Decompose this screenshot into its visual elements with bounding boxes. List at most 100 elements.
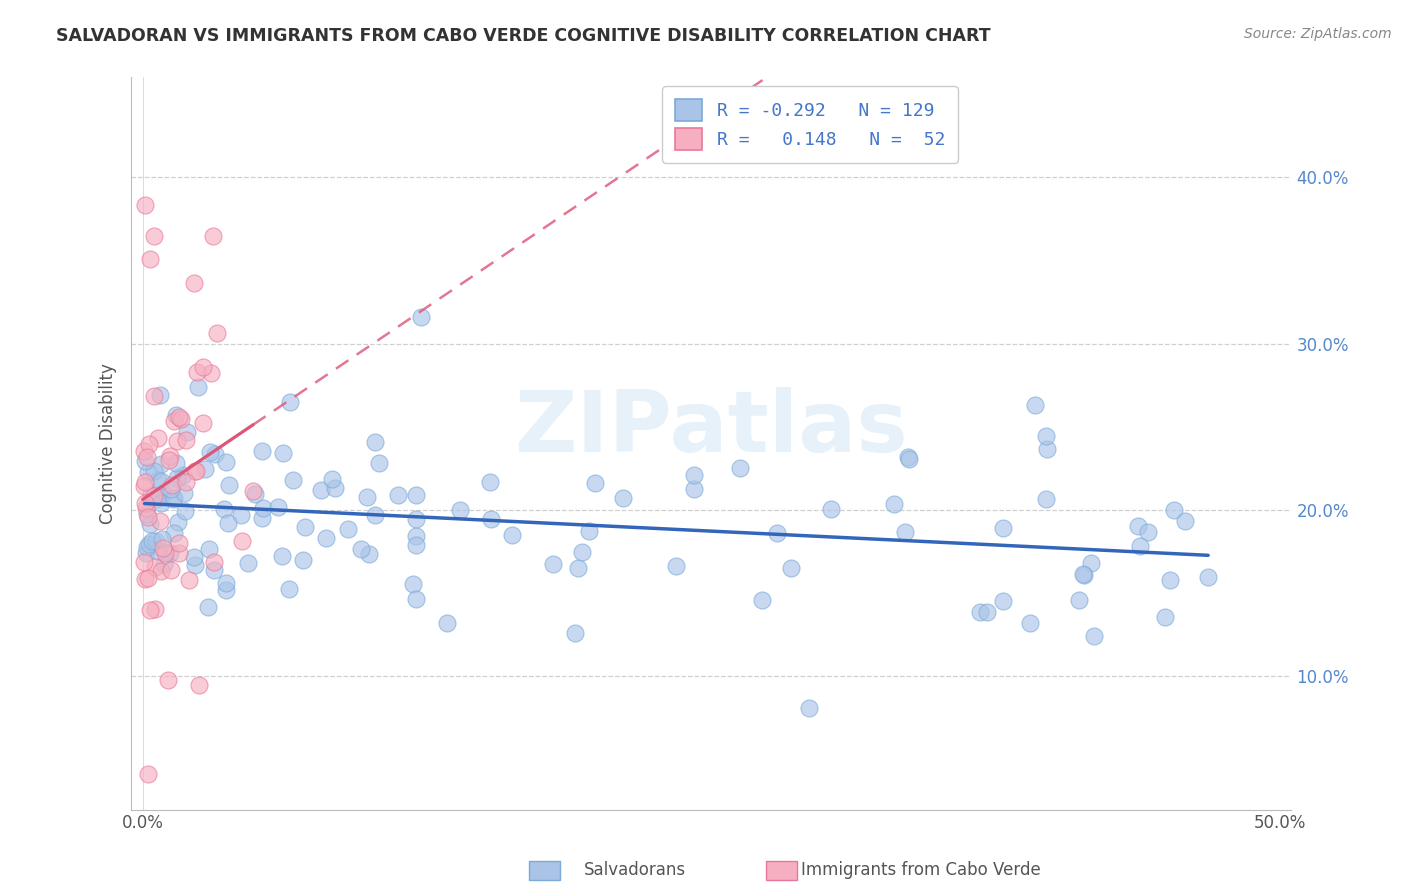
Point	[405, 538, 427, 552]
Point	[174, 433, 197, 447]
Point	[202, 563, 225, 577]
Point	[150, 564, 173, 578]
Point	[183, 277, 205, 291]
Y-axis label: Cognitive Disability: Cognitive Disability	[100, 363, 117, 524]
Text: SALVADORAN VS IMMIGRANTS FROM CABO VERDE COGNITIVE DISABILITY CORRELATION CHART: SALVADORAN VS IMMIGRANTS FROM CABO VERDE…	[56, 27, 991, 45]
Point	[139, 252, 162, 266]
Point	[883, 497, 905, 511]
Point	[405, 511, 427, 525]
Point	[139, 488, 162, 502]
Point	[567, 561, 589, 575]
Point	[1035, 491, 1057, 506]
Point	[252, 443, 274, 458]
Point	[146, 544, 169, 558]
Point	[728, 460, 751, 475]
Point	[1174, 514, 1197, 528]
Point	[157, 673, 180, 688]
Point	[218, 478, 240, 492]
Point	[215, 582, 238, 597]
Point	[897, 450, 920, 464]
Text: Salvadorans: Salvadorans	[583, 861, 686, 879]
Point	[969, 605, 991, 619]
Point	[252, 501, 274, 516]
Point	[207, 326, 229, 340]
Point	[1080, 556, 1102, 570]
Point	[281, 473, 304, 487]
Text: ZIPatlas: ZIPatlas	[515, 387, 908, 470]
Point	[1036, 442, 1059, 457]
Point	[402, 577, 425, 591]
Point	[294, 520, 316, 534]
Point	[215, 575, 238, 590]
Point	[1073, 568, 1095, 582]
Point	[149, 388, 172, 402]
Point	[136, 510, 159, 524]
Point	[159, 450, 181, 464]
Point	[405, 488, 427, 502]
Point	[145, 534, 167, 549]
Point	[134, 496, 156, 510]
Point	[134, 572, 156, 586]
Point	[976, 605, 998, 619]
Point	[174, 475, 197, 489]
Point	[193, 416, 215, 430]
Point	[217, 516, 239, 530]
Point	[323, 481, 346, 495]
Point	[197, 600, 219, 615]
Point	[187, 380, 209, 394]
Point	[751, 593, 773, 607]
Point	[136, 571, 159, 585]
Point	[194, 462, 217, 476]
Point	[143, 389, 166, 403]
Point	[202, 555, 225, 569]
Point	[683, 468, 706, 483]
Point	[165, 408, 187, 422]
Point	[172, 468, 194, 483]
Point	[411, 310, 433, 324]
Point	[405, 529, 427, 543]
Point	[143, 464, 166, 478]
Point	[184, 464, 207, 478]
Point	[149, 514, 172, 528]
Point	[143, 601, 166, 615]
Point	[134, 475, 156, 490]
Point	[159, 453, 181, 467]
Point	[1153, 610, 1175, 624]
Point	[583, 475, 606, 490]
Point	[479, 512, 502, 526]
Point	[138, 437, 160, 451]
Point	[315, 532, 337, 546]
Point	[1071, 566, 1094, 581]
Point	[387, 488, 409, 502]
Point	[152, 532, 174, 546]
Point	[202, 228, 225, 243]
Point	[141, 534, 163, 549]
Point	[200, 445, 222, 459]
Point	[174, 504, 197, 518]
Point	[173, 486, 195, 500]
Point	[163, 491, 186, 505]
Point	[188, 678, 211, 692]
Point	[665, 559, 688, 574]
Point	[165, 456, 187, 470]
Point	[134, 479, 156, 493]
Point	[991, 521, 1014, 535]
Point	[143, 560, 166, 574]
Point	[143, 228, 166, 243]
Point	[200, 366, 222, 380]
Point	[578, 524, 600, 538]
Point	[135, 508, 157, 522]
Text: Source: ZipAtlas.com: Source: ZipAtlas.com	[1244, 27, 1392, 41]
Point	[250, 511, 273, 525]
Point	[271, 549, 294, 563]
Point	[166, 471, 188, 485]
Point	[136, 466, 159, 480]
Point	[780, 560, 803, 574]
Point	[311, 483, 333, 497]
Point	[134, 454, 156, 468]
Point	[1067, 592, 1090, 607]
Point	[231, 508, 253, 522]
Point	[478, 475, 501, 489]
Point	[766, 526, 789, 541]
Point	[267, 500, 290, 514]
